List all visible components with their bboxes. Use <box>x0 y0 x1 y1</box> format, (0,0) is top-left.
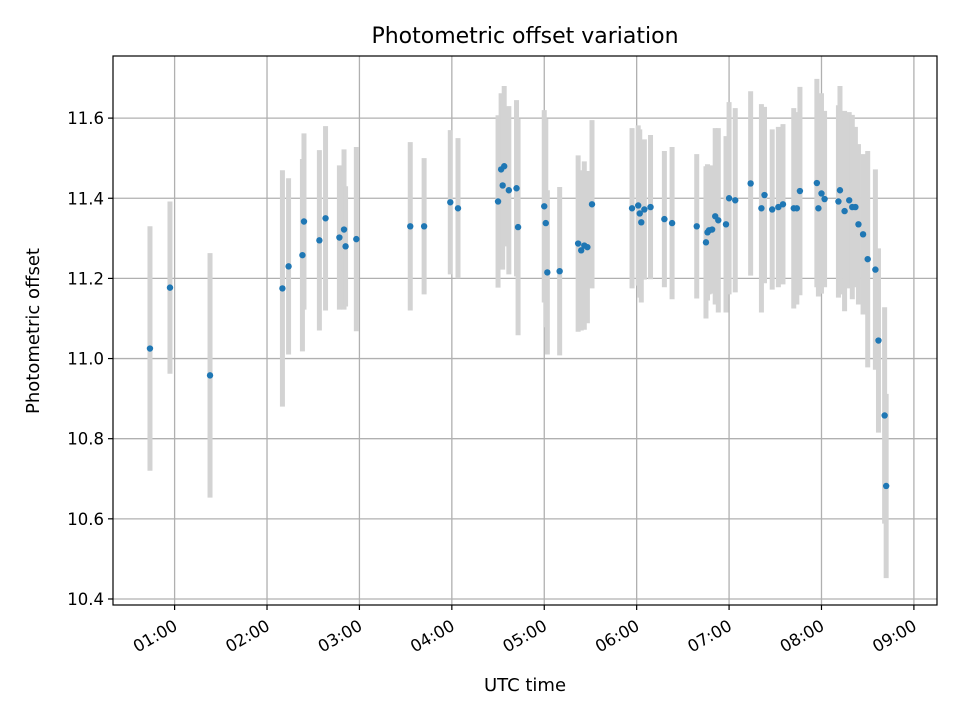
data-point <box>846 197 853 204</box>
data-point <box>661 215 668 223</box>
data-point <box>758 205 765 212</box>
data-point <box>815 205 822 212</box>
data-point <box>588 201 596 208</box>
data-point <box>542 219 549 227</box>
data-point <box>494 198 502 205</box>
data-point <box>775 203 782 211</box>
y-tick-label: 11.6 <box>67 109 104 128</box>
y-tick-label: 10.6 <box>67 510 104 529</box>
data-point <box>796 187 804 195</box>
data-point <box>342 243 349 250</box>
x-tick-label: 03:00 <box>315 616 366 656</box>
data-point <box>574 240 582 247</box>
data-point <box>513 185 520 192</box>
data-point <box>864 255 871 263</box>
data-point <box>407 223 414 230</box>
y-tick-label: 10.4 <box>67 590 104 609</box>
data-point <box>336 234 343 241</box>
data-point <box>447 199 454 206</box>
data-point <box>818 190 825 197</box>
data-point <box>693 223 700 230</box>
data-point <box>725 195 733 202</box>
data-point <box>541 203 548 210</box>
data-point <box>638 219 645 226</box>
data-point <box>505 187 513 194</box>
data-point <box>821 195 828 203</box>
data-point <box>636 210 643 217</box>
data-point <box>668 219 676 227</box>
data-points <box>146 163 890 490</box>
x-tick-label: 04:00 <box>407 616 458 656</box>
data-point <box>285 263 292 270</box>
data-point <box>872 266 879 273</box>
data-point <box>299 251 306 259</box>
data-point <box>340 226 348 233</box>
y-tick-label: 11.0 <box>67 350 104 369</box>
data-point <box>514 223 522 231</box>
data-point <box>544 269 551 276</box>
data-point <box>647 203 654 211</box>
x-axis-ticks: 01:00 02:00 03:00 04:00 05:00 06:00 07:00 08:00… <box>130 605 920 656</box>
data-point <box>322 215 329 222</box>
data-point <box>836 187 844 194</box>
x-axis-label: UTC time <box>484 675 566 696</box>
data-point <box>454 205 462 212</box>
data-point <box>146 345 154 352</box>
data-point <box>300 218 308 225</box>
data-point <box>578 247 585 254</box>
data-point <box>715 217 722 224</box>
data-point <box>702 239 710 246</box>
x-tick-label: 06:00 <box>592 616 643 656</box>
y-tick-label: 10.8 <box>67 430 104 449</box>
data-point <box>852 203 859 211</box>
data-point <box>769 206 776 213</box>
x-tick-label: 09:00 <box>869 616 920 656</box>
data-point <box>584 243 591 251</box>
x-tick-label: 08:00 <box>777 616 828 656</box>
x-tick-label: 01:00 <box>130 616 181 656</box>
data-point <box>841 207 848 215</box>
data-point <box>859 231 867 238</box>
data-point <box>353 235 360 243</box>
data-point <box>499 182 506 189</box>
data-point <box>779 201 787 208</box>
data-point <box>641 206 648 213</box>
data-point <box>882 482 890 490</box>
data-point <box>813 179 821 187</box>
plot-background <box>113 56 937 605</box>
data-point <box>747 180 754 187</box>
x-tick-label: 07:00 <box>684 616 735 656</box>
y-axis-label: Photometric offset <box>23 248 44 414</box>
data-point <box>855 221 862 228</box>
data-point <box>279 285 286 292</box>
y-axis-ticks: 10.4 10.6 10.8 11.0 11.2 11.4 11.6 <box>67 109 113 609</box>
data-point <box>835 198 842 205</box>
data-point <box>793 205 801 212</box>
y-tick-label: 11.2 <box>67 269 104 288</box>
y-tick-label: 11.4 <box>67 189 104 208</box>
data-point <box>875 337 882 344</box>
data-point <box>556 267 563 275</box>
data-point <box>708 226 716 233</box>
data-point <box>420 223 428 230</box>
data-point <box>206 372 214 379</box>
chart-title: Photometric offset variation <box>371 24 678 49</box>
data-point <box>166 284 174 291</box>
data-point <box>722 221 730 228</box>
data-point <box>635 202 642 209</box>
data-point <box>628 205 636 212</box>
plot-frame <box>112 55 938 606</box>
data-point <box>501 163 508 170</box>
data-point <box>761 191 768 199</box>
data-point <box>316 237 323 244</box>
data-point <box>732 197 739 204</box>
x-tick-label: 02:00 <box>222 616 273 656</box>
x-tick-label: 05:00 <box>500 616 551 656</box>
data-point <box>881 412 888 419</box>
